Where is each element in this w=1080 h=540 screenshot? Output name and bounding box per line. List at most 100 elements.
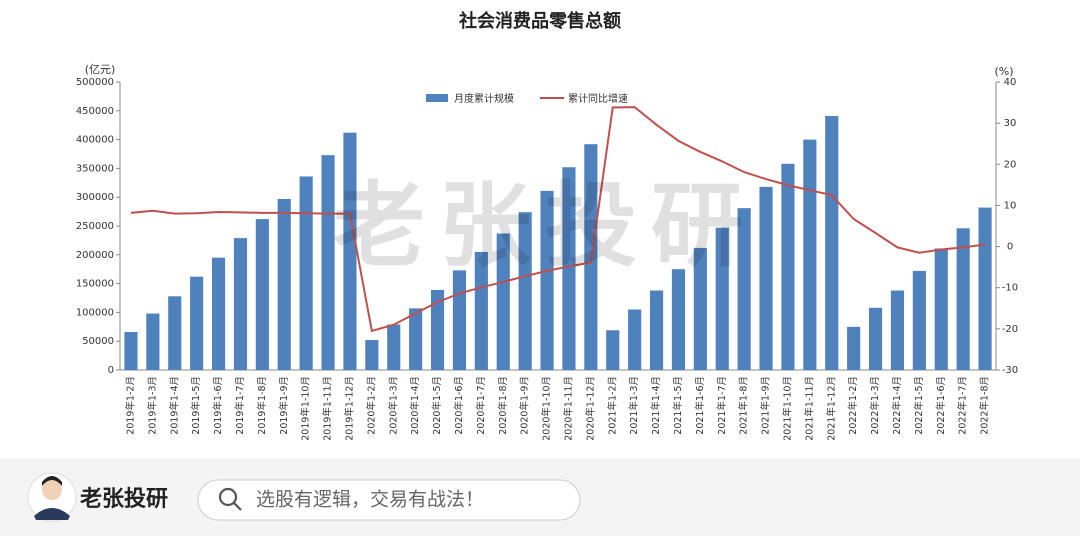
- y-tick-label: 150000: [76, 279, 114, 290]
- bar: [233, 238, 248, 370]
- bar: [847, 326, 861, 370]
- y-tick-label: 250000: [76, 221, 114, 232]
- x-tick-label: 2021年1-9月: [760, 376, 772, 435]
- bar: [803, 139, 817, 370]
- bar: [496, 233, 510, 370]
- x-tick-label: 2021年1-4月: [650, 376, 662, 435]
- y-unit: (亿元): [85, 63, 116, 76]
- x-tick-label: 2020年1-2月: [365, 376, 377, 435]
- bar: [321, 155, 335, 370]
- x-tick-label: 2022年1-2月: [847, 376, 859, 435]
- line: [130, 106, 986, 333]
- bar: [781, 163, 795, 370]
- x-tick-label: 2019年1-11月: [322, 376, 334, 441]
- watermark: 老张投研: [333, 172, 757, 279]
- bar: [540, 190, 554, 370]
- y2-unit: (%): [994, 65, 1013, 78]
- legend-swatch: [426, 94, 448, 102]
- bar: [912, 270, 926, 370]
- x-tick-label: 2020年1-6月: [453, 376, 465, 435]
- y2-tick-label: 0: [1007, 242, 1013, 253]
- x-tick-label: 2020年1-5月: [431, 376, 443, 435]
- x-tick-label: 2021年1-8月: [738, 376, 750, 435]
- search-box[interactable]: [197, 479, 581, 521]
- x-tick-label: 2019年1-2月: [124, 376, 136, 435]
- x-tick-label: 2022年1-6月: [935, 376, 947, 435]
- bar: [628, 309, 642, 370]
- bar: [978, 207, 992, 370]
- bar: [868, 307, 883, 370]
- bar: [255, 219, 269, 370]
- bar: [277, 198, 291, 370]
- x-tick-label: 2021年1-10月: [781, 376, 793, 441]
- y-tick-label: 500000: [76, 77, 114, 88]
- x-tick-label: 2022年1-7月: [957, 376, 969, 435]
- bar: [124, 331, 138, 370]
- x-tick-label: 2019年1-4月: [168, 376, 180, 435]
- x-tick-label: 2020年1-10月: [541, 376, 553, 441]
- bar: [518, 212, 532, 370]
- x-tick-label: 2021年1-12月: [825, 376, 837, 441]
- y-tick-label: 300000: [76, 192, 114, 203]
- y-tick-label: 450000: [76, 106, 114, 117]
- y2-tick-label: 20: [1004, 159, 1017, 170]
- x-tick-label: 2020年1-7月: [475, 376, 487, 435]
- chart-title: 社会消费品零售总额: [459, 10, 621, 32]
- search-icon: [218, 487, 242, 511]
- x-tick-label: 2019年1-7月: [234, 376, 246, 435]
- y2-tick-label: -30: [1002, 365, 1018, 376]
- bar: [168, 296, 182, 370]
- x-tick-label: 2019年1-8月: [256, 376, 268, 435]
- x-tick-label: 2022年1-5月: [913, 376, 925, 435]
- bar: [737, 208, 751, 370]
- x-tick-label: 2022年1-8月: [979, 376, 991, 435]
- bar: [474, 251, 488, 370]
- x-tick-label: 2021年1-5月: [672, 376, 684, 435]
- x-tick-label: 2019年1-9月: [278, 376, 290, 435]
- y2-tick-label: 10: [1004, 200, 1017, 211]
- y2-tick-label: -20: [1002, 324, 1018, 335]
- x-tick-label: 2020年1-12月: [584, 376, 596, 441]
- bar: [387, 324, 401, 370]
- bar: [693, 247, 707, 370]
- y-tick-label: 350000: [76, 163, 114, 174]
- x-tick-label: 2020年1-3月: [387, 376, 399, 435]
- x-tick-label: 2019年1-12月: [343, 376, 355, 441]
- x-tick-label: 2019年1-5月: [190, 376, 202, 435]
- search-placeholder: 选股有逻辑，交易有战法！: [256, 489, 484, 511]
- x-tick-label: 2021年1-2月: [606, 376, 618, 435]
- bar: [934, 248, 948, 370]
- y-tick-label: 100000: [76, 307, 114, 318]
- bar: [146, 313, 160, 370]
- bar: [299, 176, 313, 370]
- account-name: 老张投研: [79, 487, 168, 512]
- x-tick-label: 2020年1-9月: [519, 376, 531, 435]
- y-tick-label: 0: [108, 365, 114, 376]
- bar: [890, 290, 905, 370]
- x-tick-label: 2020年1-4月: [409, 376, 421, 435]
- bar: [715, 227, 729, 370]
- x-tick-label: 2019年1-6月: [212, 376, 224, 435]
- legend-label: 累计同比增速: [568, 92, 628, 105]
- bar: [430, 289, 445, 370]
- x-tick-label: 2021年1-7月: [716, 376, 728, 435]
- y2-tick-label: 30: [1004, 118, 1017, 129]
- bar: [825, 115, 839, 370]
- x-tick-label: 2022年1-4月: [891, 376, 903, 435]
- bar: [409, 308, 423, 370]
- y2-tick-label: 40: [1004, 77, 1017, 88]
- x-tick-label: 2021年1-3月: [628, 376, 640, 435]
- bar: [365, 340, 379, 370]
- bar: [649, 290, 664, 370]
- bar: [211, 257, 226, 370]
- x-tick-label: 2019年1-3月: [146, 376, 158, 435]
- bar: [956, 228, 970, 370]
- x-tick-label: 2021年1-6月: [694, 376, 706, 435]
- bar: [190, 276, 204, 370]
- x-tick-label: 2019年1-10月: [300, 376, 312, 441]
- bar: [759, 186, 773, 370]
- bar: [452, 270, 467, 370]
- bar: [343, 132, 357, 370]
